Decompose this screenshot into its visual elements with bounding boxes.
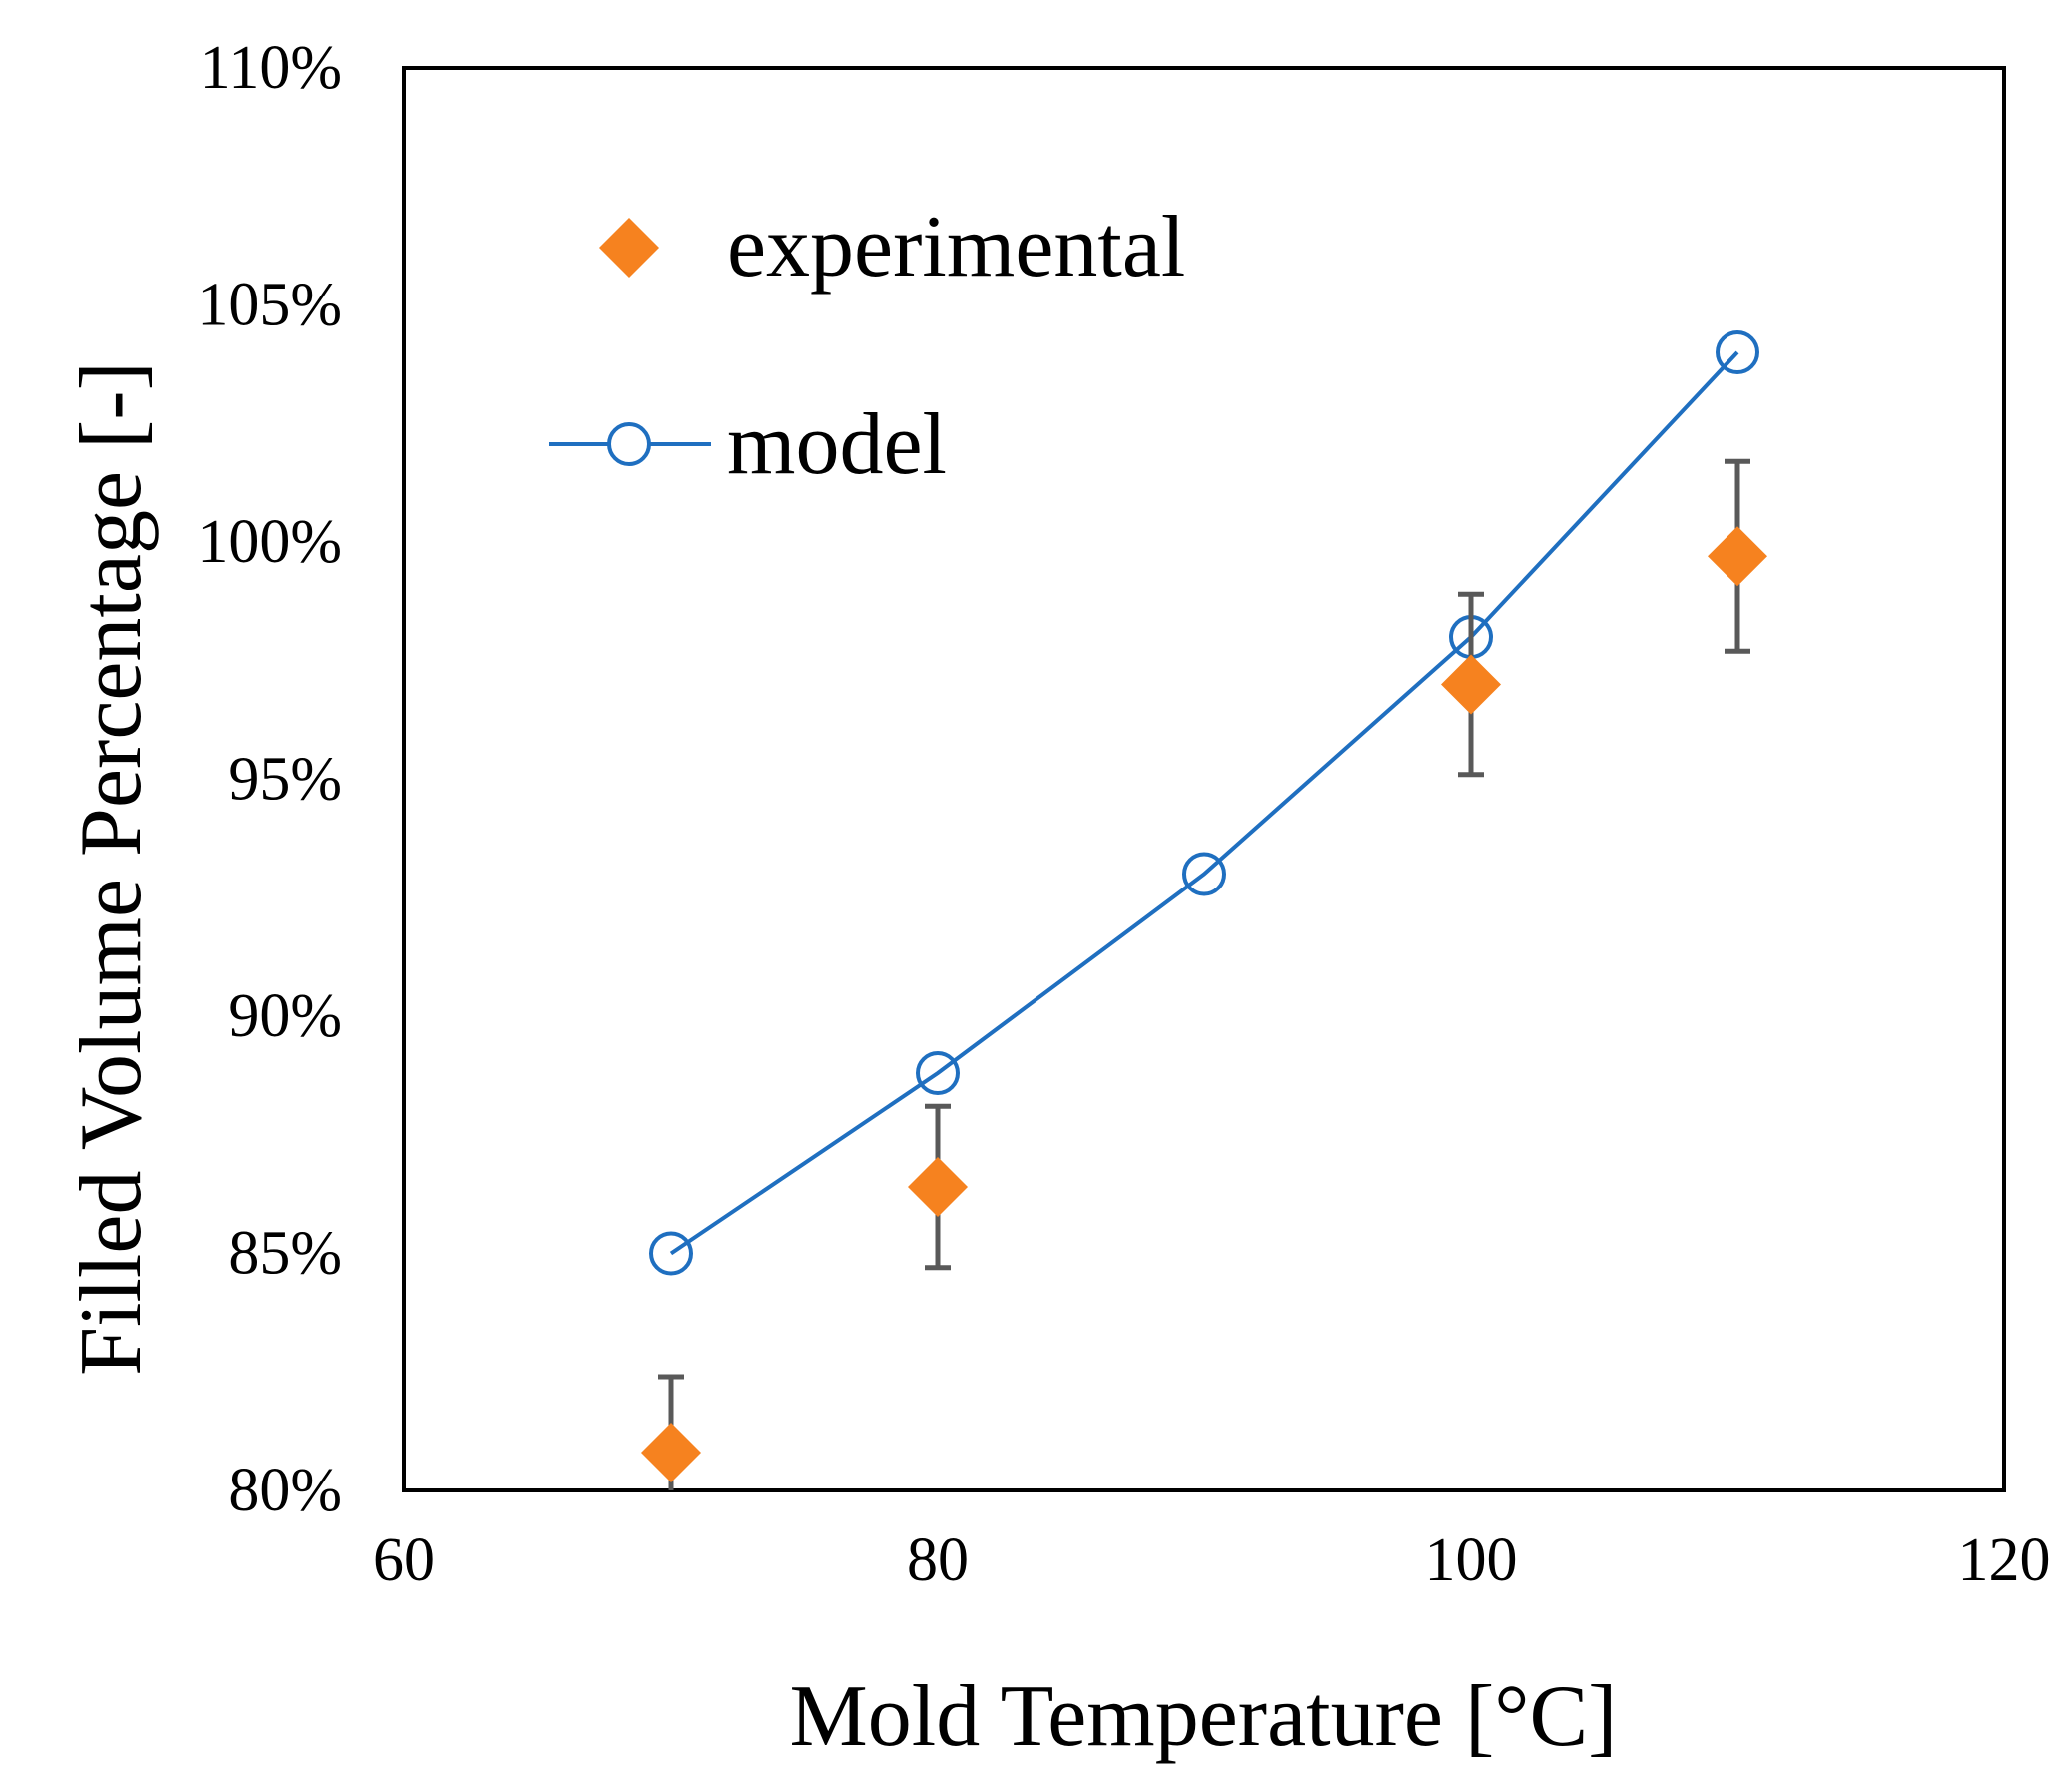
y-tick-label: 105% xyxy=(197,272,342,339)
x-tick-label: 120 xyxy=(1958,1526,2051,1594)
experimental-point xyxy=(641,1423,701,1482)
legend: experimental model xyxy=(549,199,1185,493)
legend-model-marker xyxy=(607,422,651,466)
y-tick-label: 95% xyxy=(228,746,342,814)
experimental-point xyxy=(1441,654,1501,715)
x-tick-labels: 60 80 100 120 xyxy=(373,1526,2051,1594)
model-point xyxy=(1182,852,1226,896)
y-tick-label: 90% xyxy=(228,982,342,1050)
x-tick-label: 100 xyxy=(1425,1526,1518,1594)
x-tick-label: 60 xyxy=(373,1526,435,1594)
model-line xyxy=(669,350,1739,1256)
y-tick-label: 110% xyxy=(200,34,342,102)
model-point xyxy=(1716,330,1759,374)
y-tick-labels: 80% 85% 90% 95% 100% 105% 110% xyxy=(197,34,342,1524)
legend-experimental-label: experimental xyxy=(727,199,1185,296)
experimental-point xyxy=(1708,526,1767,587)
y-tick-label: 80% xyxy=(228,1457,342,1524)
model-point xyxy=(916,1051,960,1095)
y-tick-label: 85% xyxy=(228,1220,342,1288)
y-tick-label: 100% xyxy=(197,508,342,576)
legend-model-label: model xyxy=(727,396,947,493)
plot-area xyxy=(402,66,2006,1492)
legend-experimental-marker xyxy=(599,218,659,278)
experimental-series xyxy=(641,458,1767,1490)
model-point xyxy=(649,1231,693,1276)
experimental-point xyxy=(908,1157,968,1217)
x-tick-label: 80 xyxy=(907,1526,969,1594)
y-axis-title: Filled Volume Percentage [-] xyxy=(63,361,160,1376)
x-axis-title: Mold Temperature [°C] xyxy=(790,1668,1618,1765)
